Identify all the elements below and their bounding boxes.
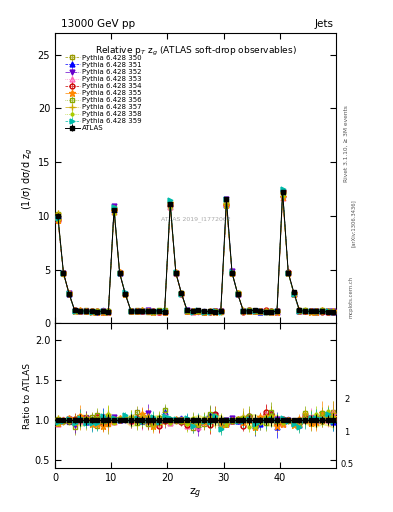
Text: ATLAS 2019_I1772062: ATLAS 2019_I1772062: [161, 216, 230, 222]
Text: Relative p$_T$ z$_g$ (ATLAS soft-drop observables): Relative p$_T$ z$_g$ (ATLAS soft-drop ob…: [95, 45, 296, 58]
Text: 0.5: 0.5: [340, 460, 353, 470]
Y-axis label: (1/σ) dσ/d z$_g$: (1/σ) dσ/d z$_g$: [20, 147, 35, 209]
Text: Jets: Jets: [314, 18, 333, 29]
Text: 1: 1: [344, 428, 349, 437]
Legend: Pythia 6.428 350, Pythia 6.428 351, Pythia 6.428 352, Pythia 6.428 353, Pythia 6: Pythia 6.428 350, Pythia 6.428 351, Pyth…: [63, 53, 144, 133]
Text: 13000 GeV pp: 13000 GeV pp: [61, 18, 135, 29]
X-axis label: z$_g$: z$_g$: [189, 486, 202, 501]
Y-axis label: Ratio to ATLAS: Ratio to ATLAS: [23, 363, 32, 429]
Text: Rivet 3.1.10, ≥ 3M events: Rivet 3.1.10, ≥ 3M events: [344, 105, 349, 182]
Text: 2: 2: [344, 395, 349, 404]
Text: mcplots.cern.ch: mcplots.cern.ch: [349, 276, 353, 318]
Text: [arXiv:1306.3436]: [arXiv:1306.3436]: [351, 199, 356, 247]
